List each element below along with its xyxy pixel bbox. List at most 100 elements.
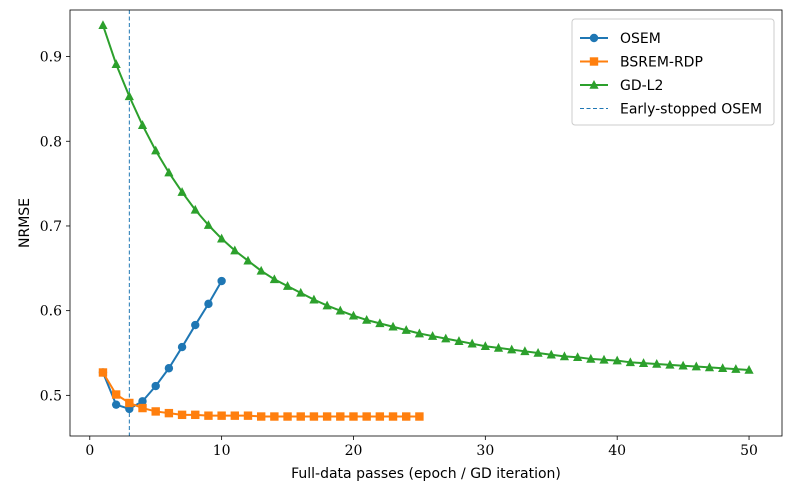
data-point-gd-l2 <box>335 305 345 315</box>
data-point-gd-l2 <box>638 358 649 367</box>
data-point-bsrem-rdp <box>375 412 385 421</box>
data-point-bsrem-rdp <box>230 411 240 420</box>
data-point-bsrem-rdp <box>138 403 147 413</box>
y-tick-label: 0.9 <box>40 50 62 66</box>
data-point-gd-l2 <box>731 364 741 373</box>
data-point-gd-l2 <box>493 342 504 352</box>
data-point-gd-l2 <box>573 352 583 362</box>
plot-area <box>98 10 754 436</box>
series-line-osem <box>102 280 223 410</box>
legend-marker <box>589 33 599 43</box>
x-tick-label: 10 <box>213 443 231 459</box>
legend-label: GD-L2 <box>620 78 663 94</box>
legend-entry-bsrem-rdp: BSREM-RDP <box>580 55 703 71</box>
data-point-bsrem-rdp <box>296 412 305 421</box>
data-point-gd-l2 <box>388 321 398 331</box>
legend: OSEM BSREM-RDP GD-L2 Early-stopped OSEM <box>571 18 775 126</box>
data-point-gd-l2 <box>454 336 464 345</box>
x-tick-label: 50 <box>740 443 758 459</box>
y-tick-label: 0.5 <box>40 388 62 404</box>
x-tick-label: 0 <box>85 443 94 459</box>
data-point-osem <box>151 381 160 391</box>
data-point-gd-l2 <box>348 310 359 320</box>
y-tick-label: 0.6 <box>40 304 62 320</box>
y-axis: 0.5 0.6 0.7 0.8 0.9 <box>40 50 70 404</box>
data-point-osem <box>164 364 174 373</box>
y-tick-label: 0.7 <box>40 219 62 235</box>
legend-box <box>571 18 775 126</box>
data-point-gd-l2 <box>375 318 385 328</box>
data-point-gd-l2 <box>691 361 701 371</box>
data-point-bsrem-rdp <box>177 410 187 420</box>
data-point-bsrem-rdp <box>204 411 213 420</box>
data-point-gd-l2 <box>546 349 556 359</box>
data-point-osem <box>138 397 147 406</box>
data-point-gd-l2 <box>533 348 543 357</box>
data-point-bsrem-rdp <box>256 412 266 421</box>
data-point-gd-l2 <box>124 91 134 101</box>
legend-marker <box>589 80 599 89</box>
data-point-gd-l2 <box>507 344 517 354</box>
data-point-gd-l2 <box>467 338 477 348</box>
x-tick-label: 40 <box>608 443 626 459</box>
data-point-bsrem-rdp <box>164 408 174 418</box>
series-gd-l2 <box>98 20 754 374</box>
x-tick-label: 30 <box>476 443 494 459</box>
data-point-gd-l2 <box>177 187 187 196</box>
data-point-gd-l2 <box>652 359 662 368</box>
legend-label: Early-stopped OSEM <box>620 102 762 118</box>
data-point-gd-l2 <box>718 363 728 373</box>
data-point-gd-l2 <box>230 245 240 255</box>
data-point-gd-l2 <box>256 265 266 275</box>
data-point-gd-l2 <box>480 341 490 351</box>
data-point-bsrem-rdp <box>243 411 253 420</box>
data-point-bsrem-rdp <box>362 412 371 421</box>
data-point-bsrem-rdp <box>111 390 121 399</box>
data-point-bsrem-rdp <box>336 412 345 421</box>
data-point-gd-l2 <box>744 364 754 374</box>
legend-label: BSREM-RDP <box>620 55 703 71</box>
data-point-gd-l2 <box>203 220 214 229</box>
data-point-gd-l2 <box>269 274 279 284</box>
y-axis-label: NRMSE <box>17 198 33 248</box>
data-point-bsrem-rdp <box>270 412 279 421</box>
data-point-gd-l2 <box>704 362 715 372</box>
data-point-gd-l2 <box>282 281 293 290</box>
data-point-bsrem-rdp <box>415 412 424 421</box>
data-point-gd-l2 <box>309 294 319 304</box>
data-point-osem <box>111 400 121 409</box>
data-point-gd-l2 <box>520 346 530 356</box>
data-point-osem <box>191 320 200 330</box>
data-point-gd-l2 <box>151 145 161 155</box>
data-point-gd-l2 <box>217 233 227 243</box>
legend-label: OSEM <box>620 31 661 47</box>
data-point-bsrem-rdp <box>309 412 319 421</box>
data-point-gd-l2 <box>296 287 306 297</box>
data-point-osem <box>177 342 187 352</box>
data-point-gd-l2 <box>427 331 438 340</box>
data-point-gd-l2 <box>612 355 622 365</box>
data-point-bsrem-rdp <box>151 407 160 416</box>
data-point-bsrem-rdp <box>98 368 108 377</box>
legend-marker <box>589 57 599 66</box>
data-point-bsrem-rdp <box>322 412 332 421</box>
data-point-bsrem-rdp <box>191 410 200 420</box>
data-point-gd-l2 <box>164 167 174 177</box>
data-point-osem <box>204 299 213 309</box>
series-bsrem-rdp <box>98 368 424 421</box>
y-tick-label: 0.8 <box>40 134 62 150</box>
plot-frame <box>69 9 783 437</box>
data-point-bsrem-rdp <box>283 412 292 421</box>
data-point-gd-l2 <box>559 351 570 361</box>
data-point-gd-l2 <box>401 325 411 334</box>
data-point-gd-l2 <box>190 204 200 214</box>
data-point-gd-l2 <box>586 353 596 363</box>
data-point-gd-l2 <box>322 300 332 310</box>
legend-entry-early-stopped-osem: Early-stopped OSEM <box>580 102 762 118</box>
data-point-gd-l2 <box>137 120 148 129</box>
data-point-gd-l2 <box>678 360 688 370</box>
data-point-bsrem-rdp <box>125 398 134 408</box>
data-point-bsrem-rdp <box>388 412 398 421</box>
data-point-bsrem-rdp <box>402 412 411 421</box>
